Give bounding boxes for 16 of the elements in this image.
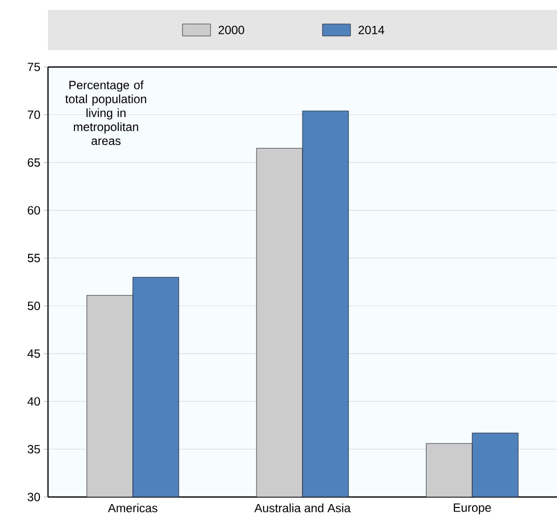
annotation: Percentage of total population living in metropolitan areas [65, 80, 146, 146]
y-tick-label: 70 [28, 110, 40, 119]
x-tick-label: Americas [108, 504, 158, 512]
y-tick-label: 35 [28, 444, 40, 454]
x-tick-label: Europe [454, 504, 491, 514]
y-tick-label: 45 [27, 349, 40, 358]
y-tick-label: 30 [28, 492, 40, 502]
y-tick-label: 75 [28, 62, 40, 72]
y-tick-label: 55 [28, 254, 40, 262]
y-tick-label: 60 [28, 206, 40, 215]
y-tick-label: 40 [27, 397, 40, 406]
legend-label: 2000 [218, 26, 244, 34]
legend-label: 2014 [358, 26, 384, 34]
x-tick-label: Australia and Asia [254, 504, 351, 512]
y-tick-label: 65 [28, 158, 40, 167]
y-tick-label: 50 [28, 302, 40, 310]
